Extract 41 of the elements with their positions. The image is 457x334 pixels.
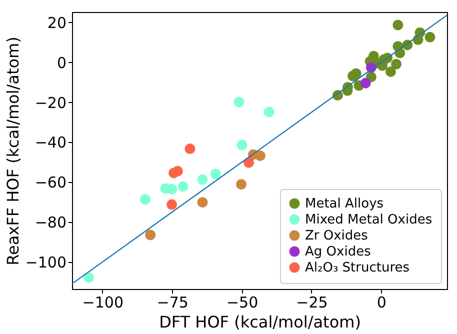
point [348, 70, 358, 82]
legend-label: Zr Oxides [305, 228, 368, 244]
x-axis-title: DFT HOF (kcal/mol/atom) [159, 312, 361, 332]
x-tick-label: −50 [226, 294, 258, 312]
point [140, 194, 151, 205]
point [168, 168, 180, 178]
point [166, 199, 178, 210]
point [264, 106, 274, 118]
legend-label: Al₂O₃ Structures [305, 260, 410, 276]
x-tick-label: −25 [296, 294, 328, 312]
point [145, 230, 156, 240]
legend-label: Metal Alloys [305, 196, 384, 212]
y-axis-title: ReaxFF HOF (kcal/mol/atom) [3, 36, 22, 266]
y-tick-label: −60 [34, 174, 66, 192]
point [234, 96, 244, 108]
point [244, 157, 254, 168]
point [254, 150, 266, 162]
point [83, 272, 94, 283]
x-tick-label: −75 [156, 294, 188, 312]
legend-label: Ag Oxides [305, 244, 372, 260]
point [178, 181, 188, 192]
x-tick-label: 0 [376, 294, 386, 312]
point [197, 197, 208, 208]
point [360, 78, 371, 88]
point [236, 140, 248, 150]
point [391, 58, 402, 70]
point [385, 66, 396, 77]
y-tick-label: −100 [25, 254, 66, 272]
point [210, 168, 221, 180]
y-tick-label: 0 [56, 54, 66, 72]
y-tick-label: −20 [34, 94, 66, 112]
point [197, 174, 208, 185]
y-tick-label: −40 [34, 134, 66, 152]
point [424, 32, 436, 42]
y-tick-label: 20 [47, 14, 66, 32]
point [236, 179, 246, 190]
point [392, 20, 404, 30]
y-tick-label: −80 [34, 214, 66, 232]
x-tick-label: −100 [82, 294, 124, 312]
legend-label: Mixed Metal Oxides [305, 212, 432, 228]
point [184, 144, 196, 154]
